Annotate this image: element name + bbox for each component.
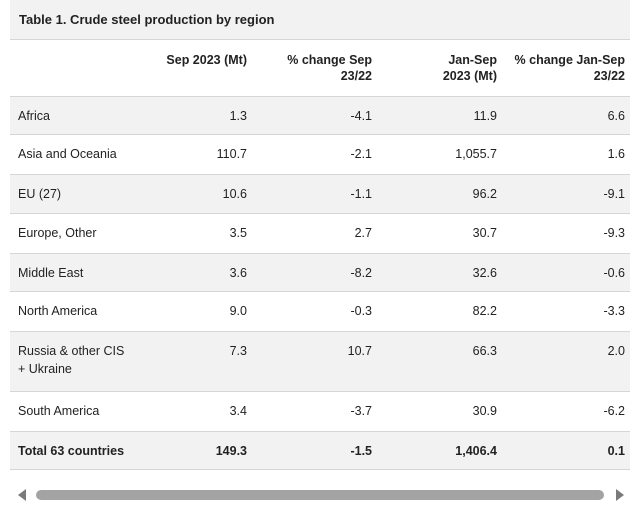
ytd-cell: 66.3 bbox=[472, 343, 497, 358]
ytd-cell: 30.7 bbox=[472, 225, 497, 240]
header-sep-change-line-2: 23/22 bbox=[340, 69, 372, 83]
table-row: EU (27) 10.6 -1.1 96.2 -9.1 bbox=[10, 174, 630, 213]
header-ytd-change-line-1: % change Jan-Sep bbox=[514, 53, 625, 67]
region-cell: Europe, Other bbox=[18, 225, 97, 240]
header-ytd-line-2: 2023 (Mt) bbox=[442, 69, 497, 83]
region-cell: EU (27) bbox=[18, 186, 62, 201]
table-row: Middle East 3.6 -8.2 32.6 -0.6 bbox=[10, 253, 630, 291]
ytd-change-cell: 1.6 bbox=[607, 146, 625, 161]
region-line-2: + Ukraine bbox=[18, 361, 72, 376]
header-sep: Sep 2023 (Mt) bbox=[140, 40, 252, 96]
sep-change-cell: 10.7 bbox=[347, 343, 372, 358]
ytd-cell: 11.9 bbox=[473, 108, 497, 123]
region-cell: Asia and Oceania bbox=[18, 146, 117, 161]
ytd-cell: 32.6 bbox=[472, 265, 497, 280]
region-line-1: Russia & other CIS bbox=[18, 343, 125, 358]
sep-change-cell: 2.7 bbox=[354, 225, 372, 240]
ytd-cell: 1,055.7 bbox=[455, 146, 497, 161]
total-sep-change: -1.5 bbox=[350, 443, 372, 458]
header-sep-change: % change Sep 23/22 bbox=[252, 40, 377, 96]
ytd-change-cell: -9.3 bbox=[603, 225, 625, 240]
sep-change-cell: -8.2 bbox=[350, 265, 372, 280]
region-cell: South America bbox=[18, 403, 100, 418]
table-row: South America 3.4 -3.7 30.9 -6.2 bbox=[10, 391, 630, 431]
sep-change-cell: -1.1 bbox=[350, 186, 372, 201]
header-ytd-change-line-2: 23/22 bbox=[593, 69, 625, 83]
total-ytd-change: 0.1 bbox=[607, 443, 625, 458]
arrow-right-icon[interactable] bbox=[616, 489, 624, 501]
sep-cell: 1.3 bbox=[229, 108, 247, 123]
region-cell: Russia & other CIS + Ukraine bbox=[10, 331, 140, 391]
header-ytd-change: % change Jan-Sep 23/22 bbox=[502, 40, 630, 96]
header-sep-change-line-1: % change Sep bbox=[287, 53, 372, 67]
region-cell: North America bbox=[18, 303, 98, 318]
ytd-cell: 96.2 bbox=[472, 186, 497, 201]
ytd-cell: 30.9 bbox=[472, 403, 497, 418]
total-row: Total 63 countries 149.3 -1.5 1,406.4 0.… bbox=[10, 431, 630, 469]
header-ytd: Jan-Sep 2023 (Mt) bbox=[377, 40, 502, 96]
header-ytd-line-1: Jan-Sep bbox=[448, 53, 497, 67]
table-row: Asia and Oceania 110.7 -2.1 1,055.7 1.6 bbox=[10, 134, 630, 174]
sep-cell: 7.3 bbox=[229, 343, 247, 358]
ytd-change-cell: 2.0 bbox=[607, 343, 625, 358]
sep-change-cell: -4.1 bbox=[350, 108, 372, 123]
scrollbar-thumb[interactable] bbox=[36, 490, 604, 500]
steel-production-table: Sep 2023 (Mt) % change Sep 23/22 Jan-Sep 2… bbox=[10, 40, 630, 470]
total-sep: 149.3 bbox=[215, 443, 247, 458]
ytd-change-cell: -6.2 bbox=[603, 403, 625, 418]
header-row: Sep 2023 (Mt) % change Sep 23/22 Jan-Sep 2… bbox=[10, 40, 630, 96]
sep-cell: 3.5 bbox=[229, 225, 247, 240]
sep-cell: 110.7 bbox=[216, 146, 247, 161]
table-row: North America 9.0 -0.3 82.2 -3.3 bbox=[10, 291, 630, 331]
table-caption: Table 1. Crude steel production by regio… bbox=[10, 0, 630, 40]
ytd-change-cell: -9.1 bbox=[603, 186, 625, 201]
region-cell: Africa bbox=[18, 108, 50, 123]
table-row: Africa 1.3 -4.1 11.9 6.6 bbox=[10, 96, 630, 134]
ytd-change-cell: -0.6 bbox=[603, 265, 625, 280]
steel-table-container: Table 1. Crude steel production by regio… bbox=[10, 0, 630, 470]
total-label: Total 63 countries bbox=[18, 443, 125, 458]
sep-cell: 10.6 bbox=[222, 186, 247, 201]
horizontal-scrollbar[interactable] bbox=[10, 484, 630, 506]
arrow-left-icon[interactable] bbox=[18, 489, 26, 501]
header-sep-line-1: Sep 2023 (Mt) bbox=[166, 53, 247, 67]
sep-change-cell: -0.3 bbox=[350, 303, 372, 318]
sep-cell: 3.6 bbox=[229, 265, 247, 280]
sep-cell: 9.0 bbox=[229, 303, 247, 318]
total-ytd: 1,406.4 bbox=[455, 443, 497, 458]
ytd-change-cell: 6.6 bbox=[607, 108, 625, 123]
table-row: Europe, Other 3.5 2.7 30.7 -9.3 bbox=[10, 213, 630, 253]
ytd-change-cell: -3.3 bbox=[603, 303, 625, 318]
ytd-cell: 82.2 bbox=[472, 303, 497, 318]
header-region bbox=[10, 40, 140, 96]
sep-cell: 3.4 bbox=[229, 403, 247, 418]
region-cell: Middle East bbox=[18, 265, 84, 280]
sep-change-cell: -2.1 bbox=[350, 146, 372, 161]
table-row: Russia & other CIS + Ukraine 7.3 10.7 66.… bbox=[10, 331, 630, 391]
sep-change-cell: -3.7 bbox=[350, 403, 372, 418]
